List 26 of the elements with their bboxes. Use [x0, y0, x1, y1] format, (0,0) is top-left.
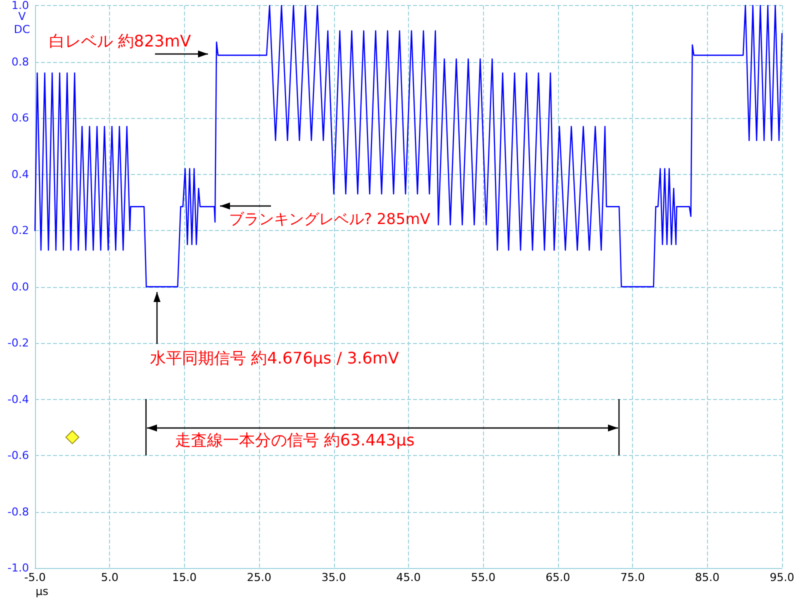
annotation: 水平同期信号 約4.676μs / 3.6mV: [150, 348, 399, 368]
x-tick-label: 15.0: [172, 571, 197, 584]
y-tick-label: 0.6: [12, 112, 29, 124]
y-tick-label: 0.8: [12, 55, 29, 68]
x-tick-label: 55.0: [470, 571, 496, 584]
y-tick-label: 0.4: [12, 168, 29, 181]
annotation: 走査線一本分の信号 約63.443μs: [175, 430, 415, 450]
x-tick-label: 75.0: [620, 571, 645, 584]
x-tick-label: 65.0: [546, 571, 570, 584]
y-tick-label: 0.0: [12, 280, 29, 294]
x-tick-label: 95.0: [770, 571, 794, 584]
x-axis-title: μs: [36, 585, 49, 598]
x-tick-label: 25.0: [246, 571, 272, 584]
y-tick-label: -0.8: [8, 505, 29, 518]
annotation: ブランキングレベル? 285mV: [229, 210, 431, 228]
x-tick-label: 5.0: [100, 571, 118, 584]
y-tick-label: -0.4: [8, 392, 29, 406]
y-tick-label: -0.2: [8, 336, 29, 350]
annotation: 白レベル 約823mV: [48, 31, 192, 50]
y-tick-label: 1.0: [12, 0, 29, 12]
y-tick-label: -0.6: [8, 449, 29, 462]
x-tick-label: 35.0: [322, 571, 346, 584]
y-axis-title: V DC: [14, 10, 30, 36]
x-tick-label: 85.0: [695, 571, 720, 584]
x-tick-label: 45.0: [396, 571, 421, 584]
y-tick-label: 0.2: [12, 224, 29, 237]
